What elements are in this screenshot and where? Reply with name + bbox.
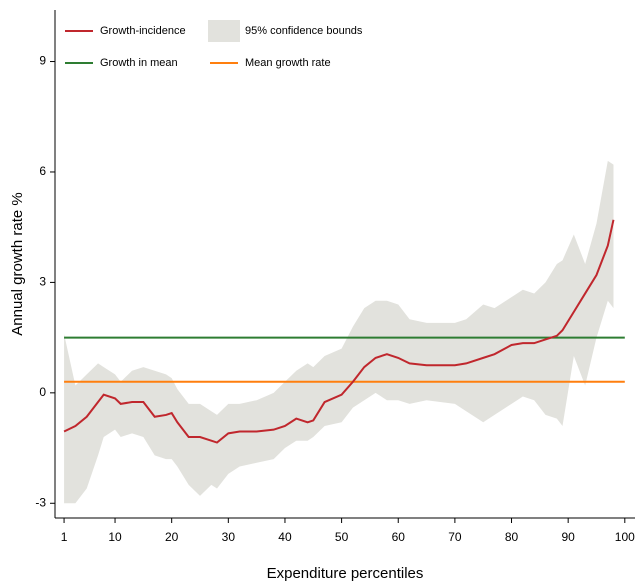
series-line xyxy=(63,219,615,444)
x-tick-label: 50 xyxy=(335,530,349,544)
legend-label: Growth in mean xyxy=(100,57,178,69)
y-axis-label: Annual growth rate % xyxy=(9,192,26,335)
legend-label: Mean growth rate xyxy=(245,57,331,69)
x-tick-label: 30 xyxy=(222,530,236,544)
x-tick-label: 20 xyxy=(165,530,179,544)
x-tick-label: 90 xyxy=(561,530,575,544)
legend-swatch xyxy=(208,20,240,42)
y-tick-label: 9 xyxy=(39,54,46,68)
x-axis-label: Expenditure percentiles xyxy=(267,565,424,582)
legend-label: 95% confidence bounds xyxy=(245,25,363,37)
x-tick-label: 80 xyxy=(505,530,519,544)
x-tick-label: 1 xyxy=(61,530,68,544)
y-tick-label: 3 xyxy=(39,275,46,289)
x-tick-label: 100 xyxy=(615,530,635,544)
y-tick-label: 0 xyxy=(39,385,46,399)
x-tick-label: 10 xyxy=(108,530,122,544)
confidence-band xyxy=(64,160,614,504)
y-tick-label: -3 xyxy=(35,495,46,509)
x-tick-label: 70 xyxy=(448,530,462,544)
x-tick-label: 40 xyxy=(278,530,292,544)
x-tick-label: 60 xyxy=(392,530,406,544)
y-tick-label: 6 xyxy=(39,164,46,178)
legend-label: Growth-incidence xyxy=(100,25,186,37)
